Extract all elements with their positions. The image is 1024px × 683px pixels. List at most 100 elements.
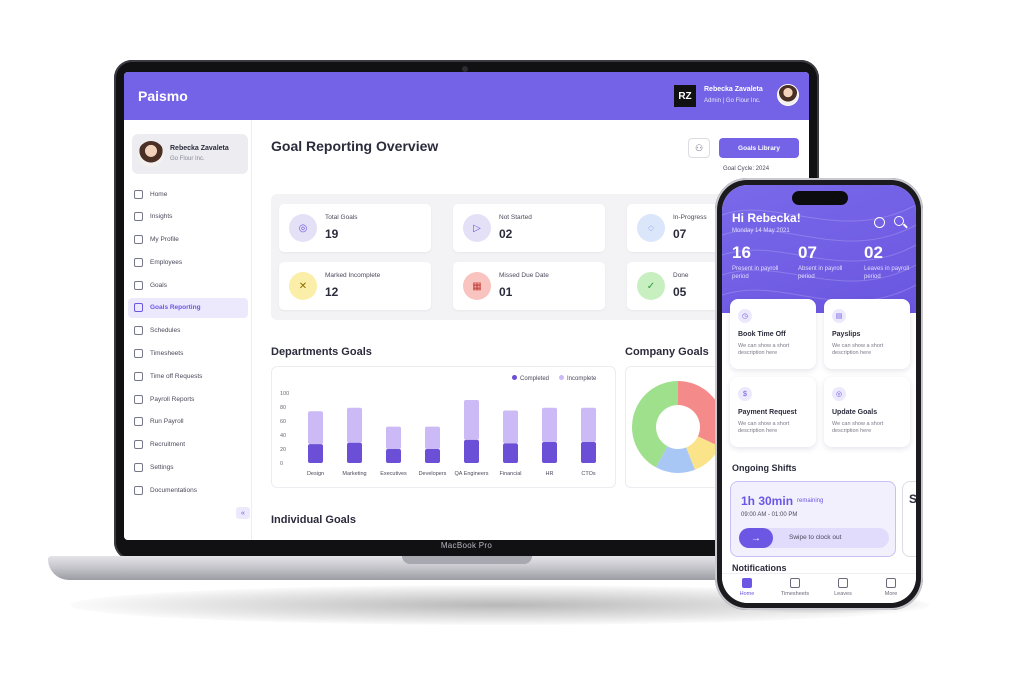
company-goals-donut-chart [632, 381, 724, 473]
phone-card-book-time-off[interactable]: ◷ Book Time Off We can show a short descri… [730, 299, 816, 369]
gear-icon [134, 463, 143, 473]
sidebar-profile-name: Rebecka Zavaleta [170, 145, 229, 152]
sidebar-item-time-off-requests[interactable]: Time off Requests [128, 366, 248, 386]
laptop-model-label: MacBook Pro [440, 541, 493, 550]
sidebar-item-schedules[interactable]: Schedules [128, 321, 248, 341]
sidebar-item-settings[interactable]: Settings [128, 458, 248, 478]
ongoing-shifts-title: Ongoing Shifts [732, 463, 797, 473]
bar-completed[interactable] [581, 442, 596, 463]
bar-incomplete[interactable] [464, 400, 479, 440]
phone-card-payslips[interactable]: ▤ Payslips We can show a short description… [824, 299, 910, 369]
tab-more[interactable]: More [867, 578, 915, 597]
phone-card-update-goals[interactable]: ◎ Update Goals We can show a short descrip… [824, 377, 910, 447]
sidebar-item-insights[interactable]: Insights [128, 207, 248, 227]
stat-card-missed-due-date[interactable]: ▦ Missed Due Date 01 [453, 262, 605, 310]
more-icon [886, 578, 896, 588]
next-shift-card-peek[interactable]: S [902, 481, 916, 557]
goal-cycle-select[interactable]: Goal Cycle: 2024 [723, 166, 770, 172]
company-goals-title: Company Goals [625, 346, 709, 358]
phone-metric: 16 Present in payroll period [732, 243, 792, 281]
bar-completed[interactable] [425, 449, 440, 463]
sidebar-item-goals-reporting[interactable]: Goals Reporting [128, 297, 248, 318]
sidebar-item-payroll-reports[interactable]: Payroll Reports [128, 389, 248, 409]
sidebar-item-employees[interactable]: Employees [128, 252, 248, 272]
sidebar-item-home[interactable]: Home [128, 184, 248, 204]
bar-incomplete[interactable] [308, 411, 323, 445]
bar-incomplete[interactable] [542, 407, 557, 442]
sidebar-item-my-profile[interactable]: My Profile [128, 230, 248, 250]
phone-metric: 02 Leaves in payroll period [864, 243, 916, 281]
tab-leaves[interactable]: Leaves [819, 578, 867, 597]
swipe-to-clock-out-slider[interactable]: → Swipe to clock out [739, 528, 889, 548]
x-category-label: Design [307, 471, 324, 477]
bar-completed[interactable] [386, 449, 401, 463]
donut-slice[interactable] [632, 381, 678, 468]
bar-incomplete[interactable] [581, 407, 596, 442]
tab-label: Home [739, 591, 755, 597]
x-category-label: Financial [499, 471, 521, 477]
briefcase-icon [134, 440, 143, 450]
tab-label: Timesheets [780, 591, 810, 597]
y-tick-label: 100 [280, 391, 289, 397]
bar-completed[interactable] [542, 442, 557, 463]
tab-home[interactable]: Home [723, 578, 771, 597]
sidebar-item-run-payroll[interactable]: Run Payroll [128, 412, 248, 432]
tab-timesheets[interactable]: Timesheets [771, 578, 819, 597]
header-user-name[interactable]: Rebecka Zavaleta [704, 86, 763, 93]
stat-card-marked-incomplete[interactable]: ✕ Marked Incomplete 12 [279, 262, 431, 310]
sidebar-item-label: Insights [150, 213, 173, 221]
chart-icon [134, 212, 143, 222]
donut-slice[interactable] [678, 381, 724, 447]
stat-value: 07 [673, 227, 687, 241]
goals-library-button[interactable]: Goals Library [719, 138, 799, 158]
shift-duration: 1h 30min [741, 494, 794, 508]
bar-completed[interactable] [308, 444, 323, 463]
stat-icon: ✕ [289, 272, 317, 300]
bar-incomplete[interactable] [347, 407, 362, 443]
globe-icon[interactable] [874, 217, 885, 228]
departments-goals-title: Departments Goals [271, 346, 372, 358]
header-avatar[interactable] [777, 84, 799, 106]
sidebar-item-documentations[interactable]: Documentations [128, 480, 248, 500]
legend-completed[interactable]: Completed [512, 375, 549, 382]
hierarchy-view-button[interactable]: ⚇ [688, 138, 710, 158]
play-icon [134, 417, 143, 427]
phone-card-title: Book Time Off [738, 331, 786, 338]
sidebar-profile-card[interactable]: Rebecka Zavaleta Go Flour Inc. [132, 134, 248, 174]
collapse-sidebar-button[interactable]: « [236, 507, 250, 519]
timesheets-icon [790, 578, 800, 588]
bar-incomplete[interactable] [503, 410, 518, 444]
sidebar-item-label: Recruitment [150, 441, 186, 449]
legend-incomplete[interactable]: Incomplete [559, 375, 596, 382]
bar-incomplete[interactable] [425, 426, 440, 449]
bottom-tab-bar: Home Timesheets Leaves More [722, 573, 916, 603]
x-category-label: HR [546, 471, 554, 477]
phone-metric-value: 07 [798, 243, 817, 262]
bar-incomplete[interactable] [386, 426, 401, 449]
stat-card-not-started[interactable]: ▷ Not Started 02 [453, 204, 605, 252]
target-icon [134, 280, 143, 290]
ongoing-shift-card[interactable]: 1h 30min remaining 09:00 AM - 01:00 PM →… [730, 481, 896, 557]
phone-card-description: We can show a short description here [738, 421, 790, 434]
arrow-right-icon[interactable]: → [739, 528, 773, 548]
brand-logo[interactable]: Paismo [138, 88, 188, 104]
phone-greeting: Hi Rebecka! [732, 211, 801, 225]
phone-card-title: Payslips [832, 331, 861, 338]
sidebar-item-goals[interactable]: Goals [128, 275, 248, 295]
sidebar-item-recruitment[interactable]: Recruitment [128, 435, 248, 455]
donut-slice[interactable] [686, 436, 720, 470]
sidebar-item-timesheets[interactable]: Timesheets [128, 344, 248, 364]
stat-card-total-goals[interactable]: ◎ Total Goals 19 [279, 204, 431, 252]
bar-completed[interactable] [347, 442, 362, 463]
avatar [138, 141, 164, 167]
bar-completed[interactable] [503, 443, 518, 463]
bar-completed[interactable] [464, 439, 479, 463]
phone-card-payment-request[interactable]: $ Payment Request We can show a short desc… [730, 377, 816, 447]
donut-slice[interactable] [655, 446, 695, 473]
sidebar-item-label: Run Payroll [150, 418, 184, 426]
search-icon[interactable] [894, 216, 904, 226]
sidebar-item-label: Timesheets [150, 350, 184, 358]
phone-card-title: Payment Request [738, 409, 797, 416]
swipe-label: Swipe to clock out [789, 534, 842, 541]
departments-bar-chart: 0 20 40 60 80 100 Design Marketing Executives Dev… [280, 391, 596, 477]
